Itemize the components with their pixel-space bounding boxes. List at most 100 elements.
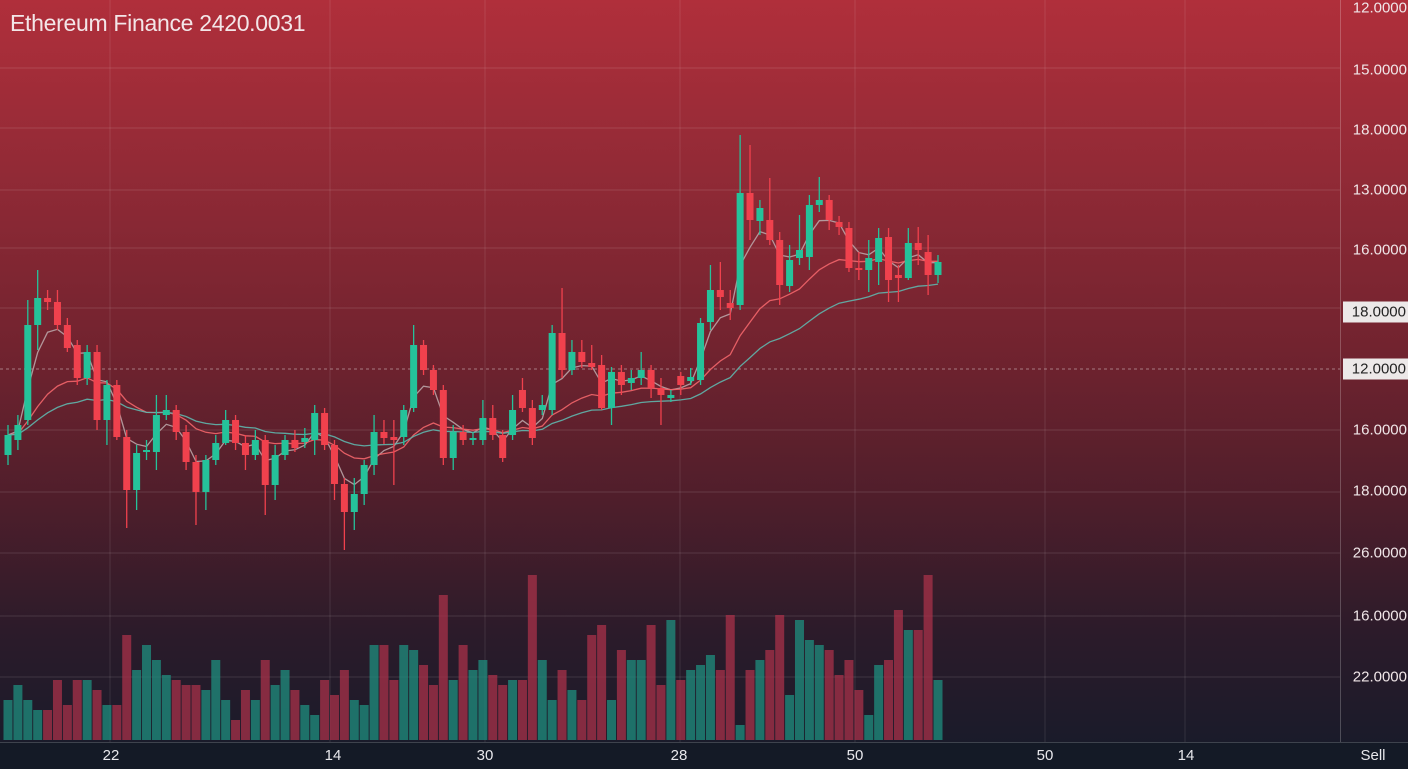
volume-bar xyxy=(814,645,824,740)
x-tick-label: 14 xyxy=(324,747,342,764)
candle-body xyxy=(63,325,71,348)
volume-bar xyxy=(607,700,617,740)
volume-bar xyxy=(211,660,221,740)
candle-body xyxy=(143,450,151,452)
volume-bar xyxy=(419,665,429,740)
candle-body xyxy=(509,410,517,435)
volume-bar xyxy=(270,685,280,740)
volume-bar xyxy=(339,670,349,740)
volume-bar xyxy=(478,660,488,740)
volume-bar xyxy=(854,690,864,740)
time-axis[interactable]: 22 14 30 28 50 50 14 Sell xyxy=(0,742,1408,769)
volume-bar xyxy=(597,625,607,740)
volume-bar xyxy=(696,665,706,740)
price-axis[interactable]: 12.0000 15.0000 18.0000 13.0000 16.0000 … xyxy=(1340,0,1408,742)
volume-bar xyxy=(903,630,913,740)
volume-bar xyxy=(92,690,102,740)
volume-bar xyxy=(468,670,478,740)
candle-body xyxy=(904,243,912,278)
volume-bar xyxy=(399,645,409,740)
current-price-label: 12.0000 xyxy=(1342,358,1408,380)
volume-bar xyxy=(517,680,527,740)
y-tick-label: 13.0000 xyxy=(1352,181,1407,199)
candle-body xyxy=(4,435,12,455)
candle-body xyxy=(865,258,873,270)
volume-bar xyxy=(577,700,587,740)
x-tick-label: 22 xyxy=(102,747,120,764)
candle-body xyxy=(330,445,338,484)
candle-body xyxy=(924,252,932,275)
x-tick-label: 30 xyxy=(476,747,494,764)
volume-bar xyxy=(320,680,330,740)
candle-body xyxy=(548,333,556,410)
volume-bar xyxy=(498,685,508,740)
volume-bar xyxy=(132,670,142,740)
sell-button[interactable]: Sell xyxy=(1360,747,1386,764)
candle-body xyxy=(855,268,863,270)
y-tick-label: 22.0000 xyxy=(1352,668,1407,686)
volume-bar xyxy=(755,660,765,740)
volume-bar xyxy=(666,620,676,740)
candle-body xyxy=(479,418,487,440)
volume-bar xyxy=(874,665,884,740)
candle-body xyxy=(34,298,42,325)
volume-bar xyxy=(775,615,785,740)
candle-body xyxy=(756,208,764,221)
candle-body xyxy=(410,345,418,408)
volume-bar xyxy=(23,700,33,740)
candle-body xyxy=(667,395,675,398)
volume-bar xyxy=(62,705,72,740)
candle-body xyxy=(113,385,121,437)
y-tick-label: 26.0000 xyxy=(1352,544,1407,562)
candle-body xyxy=(123,437,131,490)
candle-body xyxy=(697,323,705,380)
volume-bar xyxy=(715,670,725,740)
volume-bar xyxy=(329,695,339,740)
candle-body xyxy=(706,290,714,322)
candle-body xyxy=(172,410,180,432)
candle-body xyxy=(568,352,576,370)
candle-body xyxy=(73,345,81,378)
volume-bar xyxy=(290,690,300,740)
volume-bar xyxy=(428,685,438,740)
candle-body xyxy=(746,193,754,220)
candle-body xyxy=(340,484,348,512)
volume-bar xyxy=(102,705,112,740)
candle-body xyxy=(805,205,813,257)
volume-bar xyxy=(745,670,755,740)
volume-bar xyxy=(735,725,745,740)
x-tick-label: 50 xyxy=(1036,747,1054,764)
candle-body xyxy=(608,372,616,408)
candle-body xyxy=(489,418,497,435)
candle-body xyxy=(360,465,368,494)
candle-body xyxy=(400,410,408,437)
volume-bar xyxy=(864,715,874,740)
volume-bar xyxy=(527,575,537,740)
volume-bar xyxy=(537,660,547,740)
x-tick-label: 28 xyxy=(670,747,688,764)
candle-body xyxy=(776,240,784,285)
candle-body xyxy=(162,410,170,415)
volume-bar xyxy=(181,685,191,740)
candle-body xyxy=(578,352,586,362)
volume-bar xyxy=(201,690,211,740)
volume-bar xyxy=(616,650,626,740)
volume-bar xyxy=(161,675,171,740)
candle-body xyxy=(934,262,942,275)
candle-body xyxy=(439,390,447,458)
y-tick-label: 16.0000 xyxy=(1352,607,1407,625)
volume-bar xyxy=(369,645,379,740)
volume-bar xyxy=(112,705,122,740)
candle-body xyxy=(232,420,240,443)
volume-bars xyxy=(3,575,943,740)
candle-body xyxy=(459,432,467,440)
volume-bar xyxy=(280,670,290,740)
candle-body xyxy=(786,260,794,286)
candle-body xyxy=(617,372,625,385)
candle-body xyxy=(281,440,289,455)
candle-body xyxy=(528,408,536,438)
candle-body xyxy=(301,438,309,442)
candle-body xyxy=(518,390,526,408)
x-tick-label: 14 xyxy=(1177,747,1195,764)
volume-bar xyxy=(310,715,320,740)
